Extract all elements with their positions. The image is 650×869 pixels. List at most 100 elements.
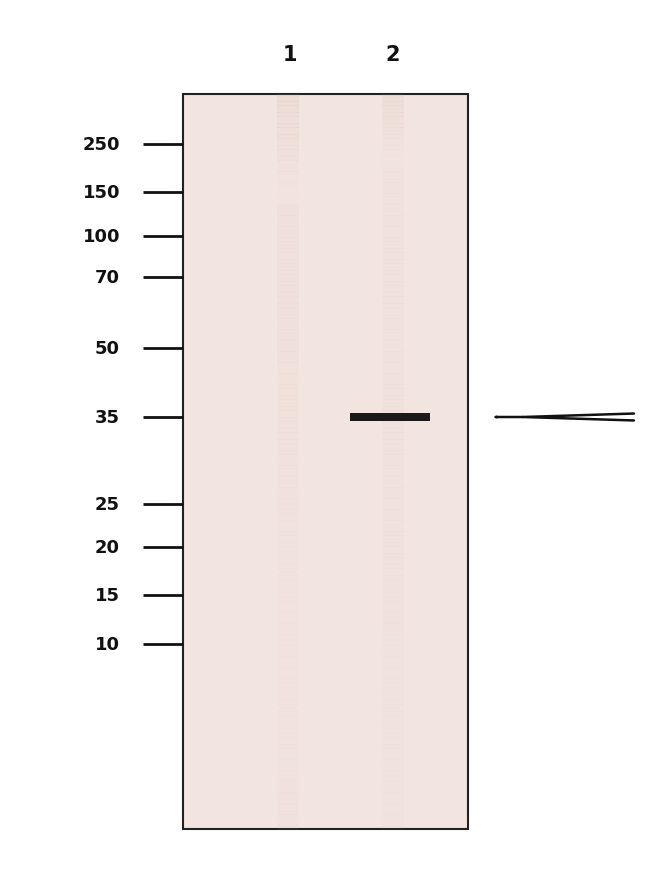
Bar xyxy=(382,737,404,741)
Bar xyxy=(277,179,299,183)
Bar xyxy=(382,282,404,286)
Bar xyxy=(277,770,299,774)
Bar xyxy=(382,690,404,693)
Bar xyxy=(277,143,299,147)
Bar xyxy=(277,789,299,793)
Bar xyxy=(277,752,299,756)
Bar xyxy=(382,653,404,657)
Bar xyxy=(382,443,404,448)
Bar xyxy=(277,491,299,495)
Bar xyxy=(277,605,299,609)
Bar xyxy=(382,704,404,708)
Bar xyxy=(382,187,404,191)
Bar xyxy=(382,719,404,723)
Bar xyxy=(382,756,404,760)
Bar xyxy=(382,319,404,323)
Bar xyxy=(382,433,404,437)
Bar xyxy=(277,278,299,282)
Bar xyxy=(382,543,404,547)
Bar xyxy=(382,826,404,830)
Bar xyxy=(382,311,404,315)
Bar xyxy=(277,477,299,481)
Bar xyxy=(277,451,299,455)
Bar xyxy=(277,514,299,518)
Bar xyxy=(382,249,404,253)
Bar xyxy=(382,517,404,521)
Bar xyxy=(277,139,299,143)
Bar xyxy=(382,763,404,767)
Bar xyxy=(277,106,299,110)
Bar xyxy=(277,117,299,121)
Bar xyxy=(277,381,299,385)
Bar xyxy=(382,289,404,294)
Bar xyxy=(277,260,299,264)
Text: 250: 250 xyxy=(83,136,120,154)
Bar xyxy=(382,627,404,631)
Bar xyxy=(382,209,404,213)
Bar xyxy=(382,322,404,327)
Bar xyxy=(382,649,404,653)
Bar xyxy=(277,561,299,565)
Bar xyxy=(277,730,299,734)
Bar xyxy=(382,197,404,202)
Bar xyxy=(277,576,299,580)
Bar xyxy=(382,469,404,474)
Bar xyxy=(277,649,299,653)
Bar xyxy=(277,646,299,650)
Bar xyxy=(382,495,404,499)
Bar xyxy=(382,139,404,143)
Bar xyxy=(277,814,299,819)
Bar xyxy=(277,495,299,499)
Bar xyxy=(382,605,404,609)
Bar xyxy=(382,822,404,826)
Bar xyxy=(382,583,404,587)
Bar xyxy=(277,227,299,231)
Bar xyxy=(382,748,404,753)
Bar xyxy=(277,715,299,720)
Bar xyxy=(277,510,299,514)
Bar xyxy=(382,712,404,716)
Bar xyxy=(277,304,299,308)
Bar xyxy=(277,176,299,180)
Bar xyxy=(382,580,404,584)
Text: 70: 70 xyxy=(95,269,120,287)
Bar xyxy=(382,245,404,249)
Bar xyxy=(277,275,299,279)
Bar xyxy=(277,653,299,657)
Bar xyxy=(277,458,299,462)
Bar xyxy=(277,388,299,393)
Text: 25: 25 xyxy=(95,495,120,514)
Bar xyxy=(277,235,299,239)
Bar xyxy=(277,183,299,187)
Bar xyxy=(382,403,404,408)
Bar xyxy=(277,242,299,246)
Bar xyxy=(382,407,404,411)
Bar xyxy=(277,202,299,205)
Bar xyxy=(382,477,404,481)
Bar xyxy=(277,131,299,136)
Bar xyxy=(277,557,299,561)
Bar xyxy=(277,95,299,99)
Bar xyxy=(382,576,404,580)
Bar xyxy=(382,733,404,738)
Bar xyxy=(382,760,404,764)
Bar xyxy=(277,547,299,551)
Bar xyxy=(382,547,404,551)
Bar xyxy=(277,620,299,624)
Bar xyxy=(382,124,404,129)
Bar xyxy=(277,484,299,488)
Bar xyxy=(382,136,404,139)
Bar xyxy=(277,818,299,822)
Bar xyxy=(382,367,404,371)
Bar xyxy=(382,330,404,334)
Bar xyxy=(277,686,299,690)
Bar xyxy=(277,642,299,646)
Bar xyxy=(277,580,299,584)
Bar xyxy=(382,220,404,224)
Bar xyxy=(382,381,404,385)
Bar xyxy=(382,774,404,778)
Bar xyxy=(277,436,299,441)
Bar xyxy=(277,631,299,635)
Bar xyxy=(277,407,299,411)
Bar xyxy=(382,646,404,650)
